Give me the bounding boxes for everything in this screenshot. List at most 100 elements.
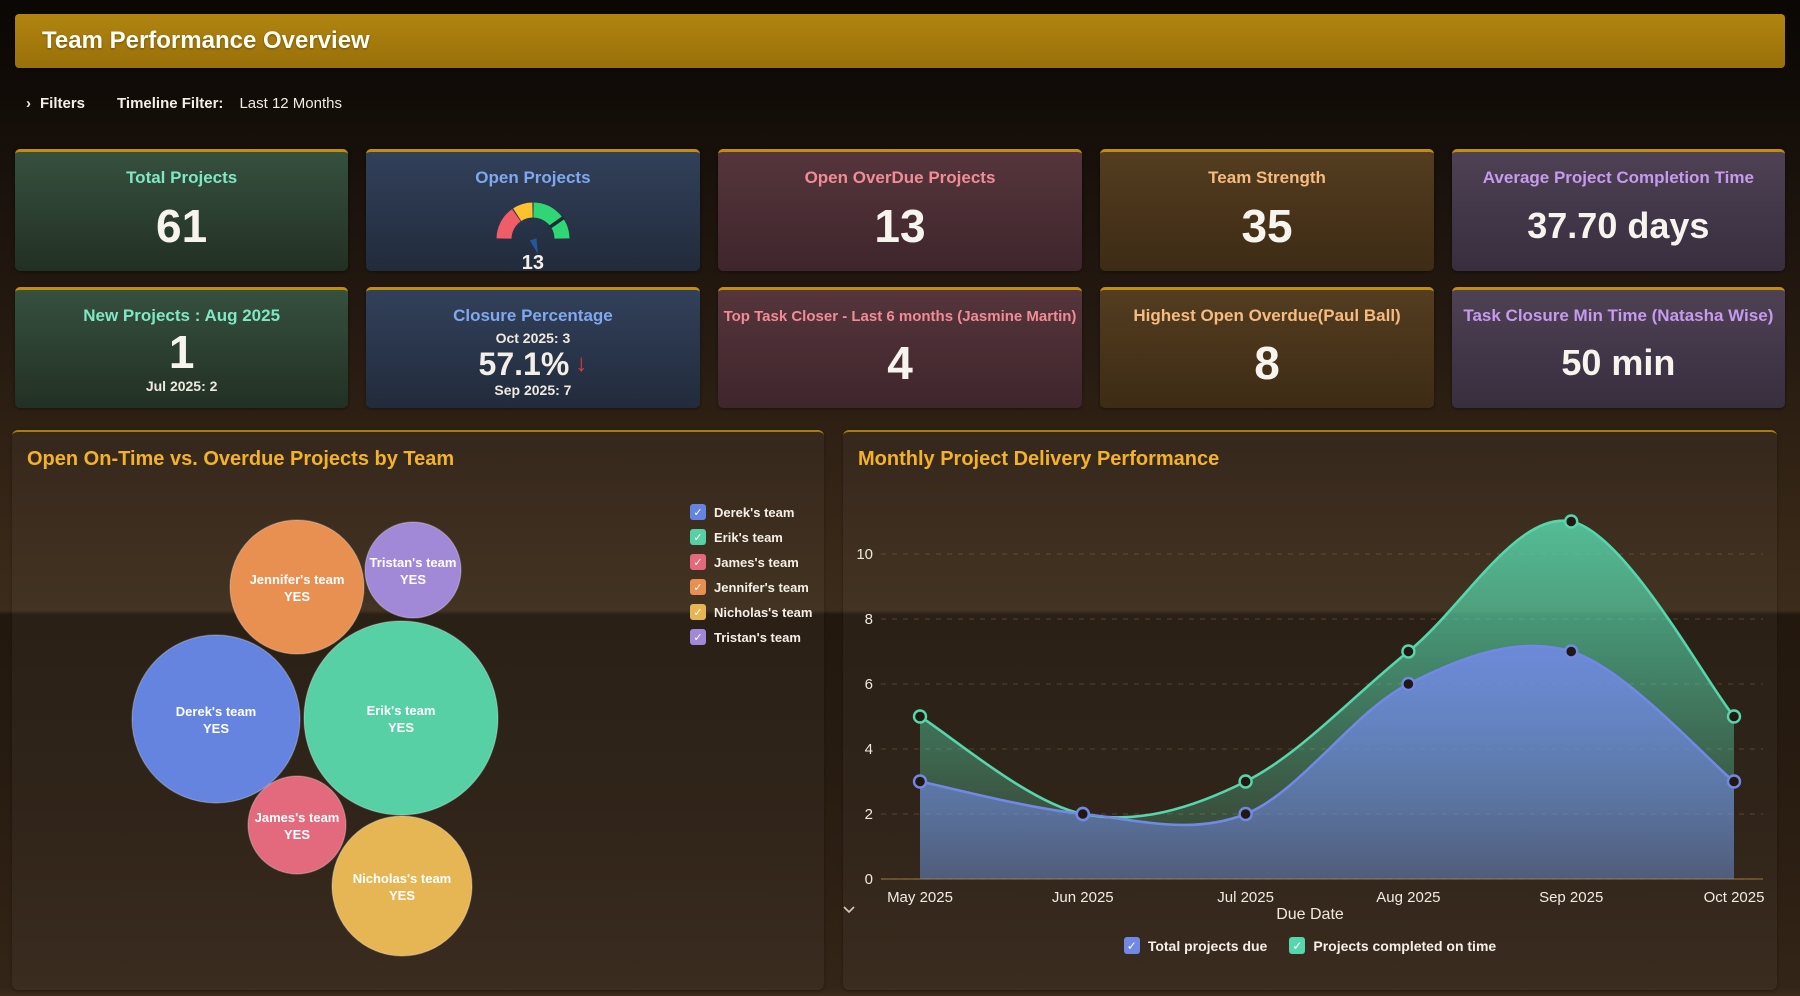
kpi-value: 4 [887, 336, 913, 389]
legend-item-james-s-team[interactable]: ✓ James's team [690, 554, 812, 570]
legend-item-nicholas-s-team[interactable]: ✓ Nicholas's team [690, 604, 812, 620]
kpi-value: 61 [156, 199, 208, 252]
kpi-value: 13 [874, 199, 926, 252]
kpi-card-task-closure-min-time[interactable]: Task Closure Min Time (Natasha Wise) 50 … [1451, 287, 1785, 408]
kpi-card-new-projects[interactable]: New Projects : Aug 2025 1 Jul 2025: 2 [15, 287, 349, 408]
legend-item-tristan-s-team[interactable]: ✓ Tristan's team [690, 629, 812, 645]
legend-label: Erik's team [714, 529, 783, 545]
y-tick-label: 8 [865, 611, 873, 628]
series-toggle-projects-completed-on-time[interactable]: ✓ Projects completed on time [1289, 937, 1496, 954]
filters-label: Filters [40, 95, 86, 112]
bubble-status-label: YES [284, 827, 310, 842]
legend-item-derek-s-team[interactable]: ✓ Derek's team [690, 504, 812, 520]
bubble-erik-s-team[interactable]: Erik's team YES [303, 620, 499, 816]
legend-label: Tristan's team [714, 629, 801, 645]
kpi-subtext: Jul 2025: 2 [145, 378, 218, 394]
legend-checkbox[interactable]: ✓ [690, 579, 706, 595]
legend-item-jennifer-s-team[interactable]: ✓ Jennifer's team [690, 579, 812, 595]
bubble-team-label: Erik's team [367, 703, 436, 718]
y-tick-label: 6 [865, 676, 873, 693]
legend-checkbox[interactable]: ✓ [690, 629, 706, 645]
kpi-grid: Total Projects 61 Open Projects 13 Open … [15, 149, 1785, 408]
gauge-segment [532, 202, 570, 240]
bubble-chart-legend: ✓ Derek's team ✓ Erik's team ✓ James's team ✓ J… [690, 504, 812, 645]
bubble-status-label: YES [284, 589, 310, 604]
legend-checkbox[interactable]: ✓ [690, 504, 706, 520]
x-tick-label: Jun 2025 [1052, 889, 1114, 906]
kpi-card-highest-open-overdue[interactable]: Highest Open Overdue(Paul Ball) 8 [1100, 287, 1434, 408]
kpi-subtext-top: Oct 2025: 3 [495, 330, 571, 346]
data-point[interactable] [1238, 774, 1253, 789]
x-axis-label: Due Date [1276, 906, 1344, 923]
data-point[interactable] [1564, 644, 1579, 659]
series-toggle-total-projects-due[interactable]: ✓ Total projects due [1123, 937, 1268, 954]
filters-toggle[interactable]: › Filters [26, 95, 85, 112]
legend-checkbox[interactable]: ✓ [1123, 937, 1140, 954]
kpi-card-open-overdue-projects[interactable]: Open OverDue Projects 13 [717, 149, 1083, 271]
kpi-value: 50 min [1561, 342, 1676, 383]
y-tick-label: 4 [865, 741, 873, 758]
kpi-card-closure-percentage[interactable]: Closure Percentage Oct 2025: 3 57.1% ↓ S… [366, 287, 700, 408]
bubble-team-label: Tristan's team [370, 555, 457, 570]
x-tick-label: May 2025 [887, 889, 953, 906]
legend-label: James's team [714, 554, 799, 570]
bubble-status-label: YES [389, 888, 415, 903]
legend-checkbox[interactable]: ✓ [1289, 937, 1306, 954]
kpi-card-total-projects[interactable]: Total Projects 61 [15, 149, 349, 271]
kpi-card-team-strength[interactable]: Team Strength 35 [1100, 149, 1434, 271]
data-point[interactable] [1075, 806, 1091, 822]
chevron-down-icon [843, 906, 855, 913]
bubble-nicholas-s-team[interactable]: Nicholas's team YES [331, 815, 473, 957]
line-chart-panel: Monthly Project Delivery Performance 0 2 4… [843, 430, 1777, 990]
bubble-tristan-s-team[interactable]: Tristan's team YES [364, 521, 462, 619]
legend-checkbox[interactable]: ✓ [690, 604, 706, 620]
legend-checkbox[interactable]: ✓ [690, 554, 706, 570]
data-point[interactable] [1726, 774, 1742, 789]
gauge-tick [548, 216, 565, 229]
bubble-james-s-team[interactable]: James's team YES [247, 775, 347, 875]
kpi-title: Closure Percentage [453, 306, 613, 325]
kpi-title: Team Strength [1208, 168, 1326, 187]
legend-label: Jennifer's team [714, 579, 809, 595]
data-point[interactable] [1726, 709, 1742, 724]
x-axis-field-selector[interactable]: Due Date [843, 906, 1777, 924]
line-chart: 0 2 4 6 8 10 May 2025 Jun 2025 Jul 2025 Aug 2025 S… [856, 514, 1764, 906]
legend-label: Total projects due [1147, 937, 1268, 954]
chevron-right-icon: › [26, 95, 31, 112]
bubble-status-label: YES [203, 721, 229, 736]
kpi-card-avg-completion-time[interactable]: Average Project Completion Time 37.70 da… [1451, 149, 1785, 271]
legend-label: Projects completed on time [1313, 937, 1497, 954]
data-point[interactable] [1401, 644, 1416, 659]
kpi-value-row: 57.1% ↓ [479, 348, 588, 380]
gauge-chart [496, 202, 570, 254]
gauge-segment [496, 209, 521, 240]
trend-down-icon: ↓ [575, 350, 588, 377]
data-point[interactable] [1401, 676, 1416, 692]
x-tick-label: Jul 2025 [1217, 889, 1274, 906]
kpi-card-open-projects[interactable]: Open Projects 13 [366, 149, 700, 274]
kpi-value: 35 [1241, 199, 1293, 252]
bubble-jennifer-s-team[interactable]: Jennifer's team YES [229, 519, 365, 655]
kpi-value: 37.70 days [1527, 204, 1710, 246]
legend-item-erik-s-team[interactable]: ✓ Erik's team [690, 529, 812, 545]
data-point[interactable] [912, 709, 928, 724]
kpi-title: New Projects : Aug 2025 [83, 306, 281, 325]
bubble-team-label: Nicholas's team [353, 871, 451, 886]
kpi-title: Top Task Closer - Last 6 months (Jasmine… [723, 308, 1077, 325]
gauge-needle [529, 238, 538, 254]
bubble-derek-s-team[interactable]: Derek's team YES [131, 634, 301, 804]
data-point[interactable] [1564, 514, 1579, 529]
timeline-filter-value[interactable]: Last 12 Months [239, 95, 342, 112]
gauge-segment [513, 202, 534, 222]
data-point[interactable] [912, 774, 928, 789]
data-point[interactable] [1238, 806, 1253, 822]
kpi-title: Average Project Completion Time [1482, 168, 1754, 187]
kpi-card-top-task-closer[interactable]: Top Task Closer - Last 6 months (Jasmine… [717, 287, 1083, 408]
legend-checkbox[interactable]: ✓ [690, 529, 706, 545]
bubble-status-label: YES [400, 572, 426, 587]
charts-row: Open On-Time vs. Overdue Projects by Tea… [12, 430, 1777, 990]
legend-label: Derek's team [714, 504, 795, 520]
x-tick-label: Sep 2025 [1539, 889, 1603, 906]
